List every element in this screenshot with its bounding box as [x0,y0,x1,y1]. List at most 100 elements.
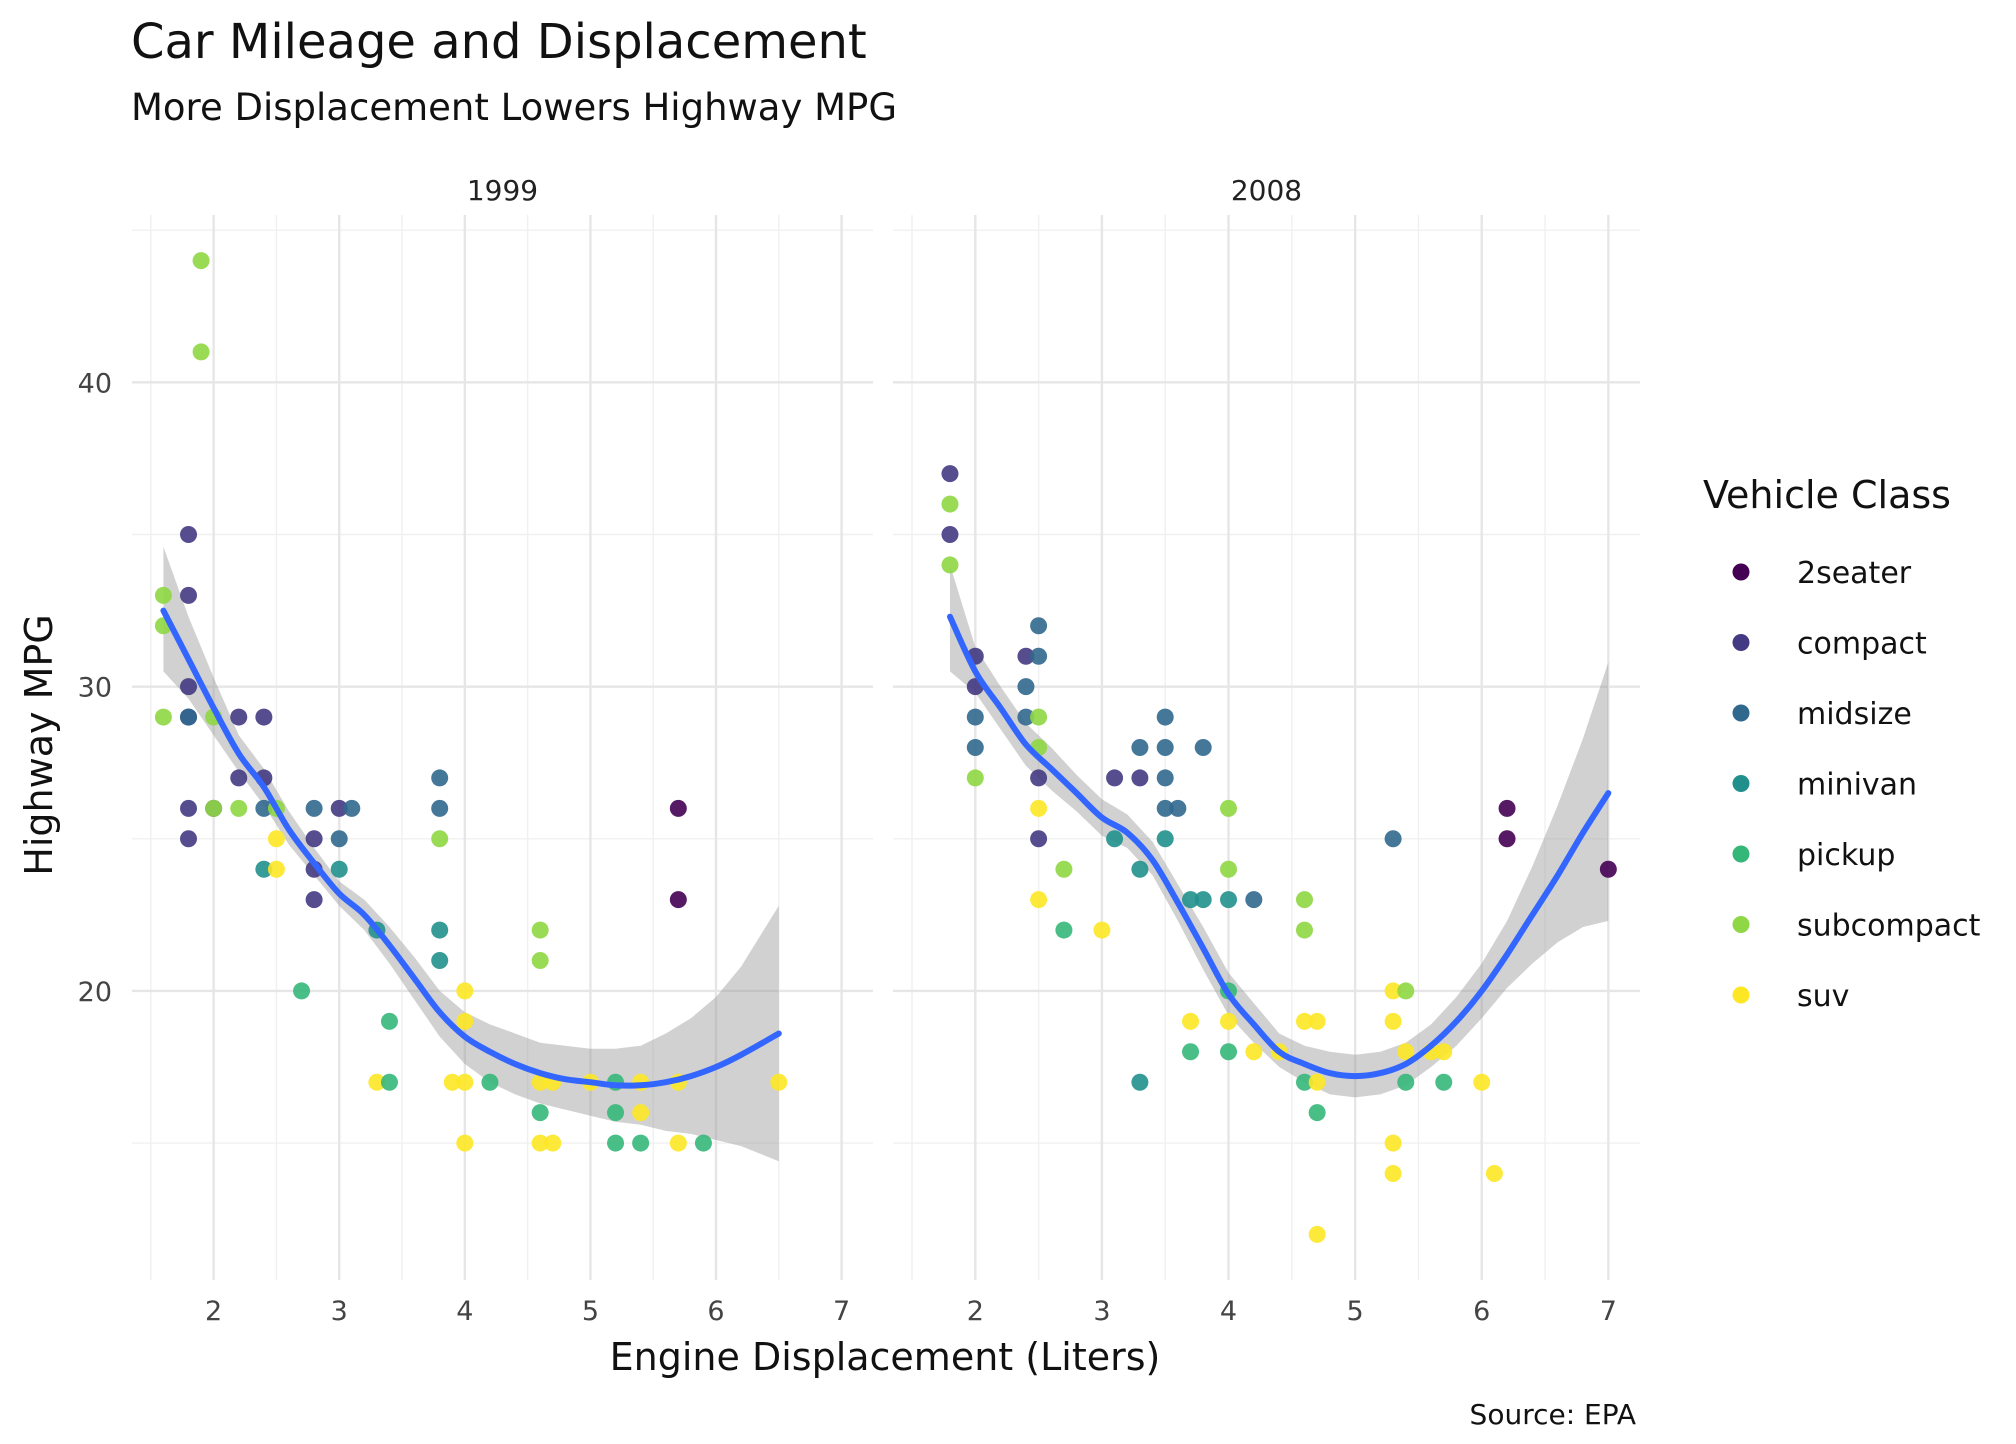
data-point-subcompact [966,769,984,787]
data-point-suv [531,1134,549,1152]
y-axis-title: Highway MPG [17,614,61,875]
data-point-suv [544,1134,562,1152]
data-point-subcompact [531,921,549,939]
data-point-suv [1308,1073,1326,1091]
x-tick-label: 3 [331,1296,348,1327]
data-point-compact [305,891,323,909]
data-point-compact [180,678,198,696]
data-point-suv [267,830,285,848]
y-tick-label: 40 [78,368,112,399]
legend-label-suv: suv [1797,979,1849,1014]
data-point-2seater [1599,860,1617,878]
data-point-suv [1220,1012,1238,1030]
data-point-midsize [1017,678,1035,696]
data-point-compact [180,526,198,543]
x-tick-label: 4 [1220,1296,1237,1327]
data-point-midsize [343,799,361,817]
data-point-suv [368,1073,386,1091]
data-point-minivan [1194,891,1212,909]
data-point-minivan [1106,830,1124,848]
data-point-pickup [380,1012,398,1030]
data-point-subcompact [192,252,210,270]
data-point-midsize [1156,769,1174,787]
data-point-suv [770,1073,788,1091]
data-point-subcompact [205,799,223,817]
data-point-2seater [1498,799,1516,817]
data-point-subcompact [1220,799,1238,817]
data-point-suv [1030,891,1048,909]
data-point-midsize [966,739,984,756]
facet-label-1999: 1999 [467,174,538,207]
data-point-midsize [1194,739,1212,756]
data-point-subcompact [154,708,172,726]
legend-label-minivan: minivan [1797,768,1917,803]
legend-key-pickup [1732,845,1750,863]
data-point-pickup [1220,1043,1238,1061]
data-point-subcompact [941,495,959,513]
data-point-suv [1093,921,1111,939]
data-point-suv [531,1073,549,1091]
x-tick-label: 3 [1093,1296,1110,1327]
data-point-pickup [1055,921,1073,939]
legend-key-midsize [1732,704,1750,722]
data-point-suv [1473,1073,1491,1091]
trend-line [160,607,782,1089]
legend-key-subcompact [1732,916,1750,933]
data-point-pickup [293,982,311,1000]
data-point-midsize [1245,891,1263,909]
legend-title: Vehicle Class [1703,473,1951,517]
legend-label-pickup: pickup [1797,838,1895,873]
x-tick-label: 6 [1473,1296,1490,1327]
data-point-compact [230,708,248,726]
data-point-subcompact [431,830,449,848]
data-point-compact [1030,830,1048,848]
data-point-pickup [1397,1073,1415,1091]
legend: Vehicle Class 2seater compact midsize miniv… [1703,473,1981,1014]
data-point-suv [456,1073,474,1091]
data-point-pickup [1435,1073,1453,1091]
legend-label-compact: compact [1797,627,1927,662]
data-point-suv [1384,1165,1402,1182]
data-point-minivan [255,860,273,878]
data-point-suv [1182,1012,1200,1030]
data-point-2seater [669,891,687,909]
data-point-midsize [180,708,198,726]
legend-key-2seater [1732,563,1750,581]
data-point-minivan [431,921,449,939]
data-point-minivan [1220,891,1238,909]
data-point-suv [456,1134,474,1152]
data-point-midsize [305,799,323,817]
data-point-pickup [531,1104,549,1122]
data-point-subcompact [1397,982,1415,1000]
y-tick-label: 20 [78,977,112,1008]
data-point-minivan [1156,830,1174,848]
data-point-midsize [330,830,348,848]
data-point-subcompact [1220,860,1238,878]
data-point-subcompact [1030,708,1048,726]
data-point-compact [305,830,323,848]
data-point-minivan [431,952,449,969]
data-point-compact [230,769,248,787]
data-point-compact [330,799,348,817]
data-point-midsize [431,769,449,787]
x-axis-title: Engine Displacement (Liters) [610,1335,1161,1379]
data-point-pickup [632,1134,650,1152]
facet-panel-2008: 2008 2 3 4 5 6 7 [893,174,1640,1327]
data-point-compact [941,465,959,483]
x-tick-label: 2 [205,1296,222,1327]
data-point-pickup [1295,1073,1313,1091]
data-point-suv [443,1073,461,1091]
data-point-minivan [1131,1073,1149,1091]
data-point-subcompact [1295,891,1313,909]
x-tick-label: 7 [1600,1296,1617,1327]
data-point-suv [456,1012,474,1030]
facet-panel-1999: 1999 2 3 4 5 6 7 20 30 40 [78,174,873,1327]
data-point-compact [180,799,198,817]
data-point-suv [669,1134,687,1152]
data-point-suv [1308,1012,1326,1030]
data-point-subcompact [531,952,549,969]
data-point-suv [1397,1043,1415,1061]
data-point-midsize [1030,647,1048,665]
legend-key-minivan [1732,775,1750,792]
